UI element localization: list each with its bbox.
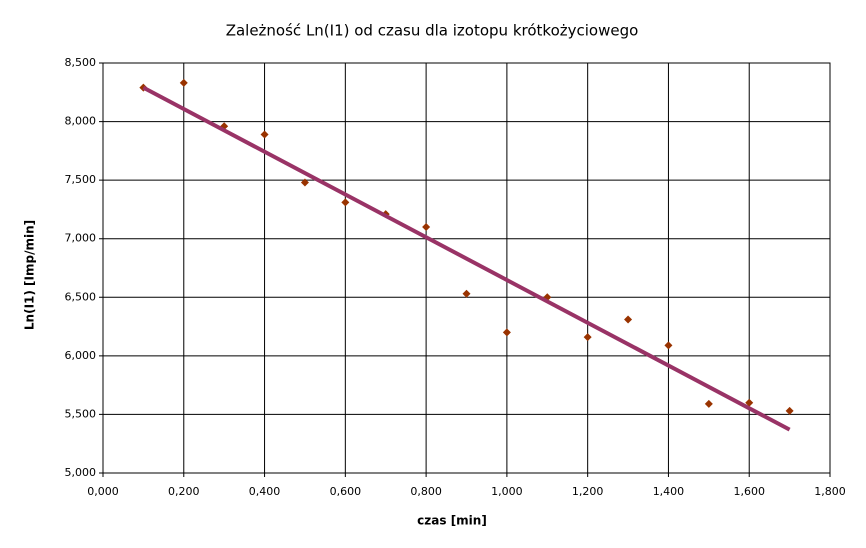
data-point: [745, 398, 754, 407]
y-tick-label: 7,500: [65, 173, 97, 186]
data-point: [422, 223, 431, 231]
data-point: [502, 328, 511, 337]
y-tick-label: 8,000: [65, 115, 97, 128]
chart-title: Zależność Ln(I1) od czasu dla izotopu kr…: [226, 22, 639, 40]
data-point: [583, 333, 592, 342]
data-point: [785, 406, 794, 415]
data-point: [462, 289, 471, 298]
data-point: [704, 399, 713, 408]
y-tick-label: 6,000: [65, 349, 97, 362]
plot-border: [102, 62, 831, 474]
data-point: [260, 130, 269, 139]
y-axis-label: Ln(I1) [Imp/min]: [23, 220, 37, 330]
y-tick-label: 7,000: [65, 232, 97, 245]
data-point: [624, 315, 633, 324]
x-tick-label: 1,200: [572, 485, 604, 498]
x-axis-label: czas [min]: [417, 514, 487, 528]
data-point: [341, 198, 350, 207]
data-point: [300, 178, 309, 187]
y-tick-label: 5,500: [65, 407, 97, 420]
x-tick-label: 1,600: [733, 485, 765, 498]
x-tick-label: 1,400: [653, 485, 685, 498]
y-tick-label: 5,000: [65, 466, 97, 479]
y-tick-label: 6,500: [65, 290, 97, 303]
trend-line: [142, 85, 791, 432]
x-tick-label: 1,800: [814, 485, 846, 498]
x-tick-label: 0,600: [330, 485, 362, 498]
data-point: [179, 78, 188, 87]
x-tick-label: 1,000: [491, 485, 523, 498]
data-point: [664, 341, 673, 350]
y-tick-label: 8,500: [65, 56, 97, 69]
x-tick-label: 0,200: [168, 485, 200, 498]
x-tick-label: 0,000: [87, 485, 119, 498]
x-tick-label: 0,800: [410, 485, 442, 498]
x-tick-label: 0,400: [249, 485, 281, 498]
